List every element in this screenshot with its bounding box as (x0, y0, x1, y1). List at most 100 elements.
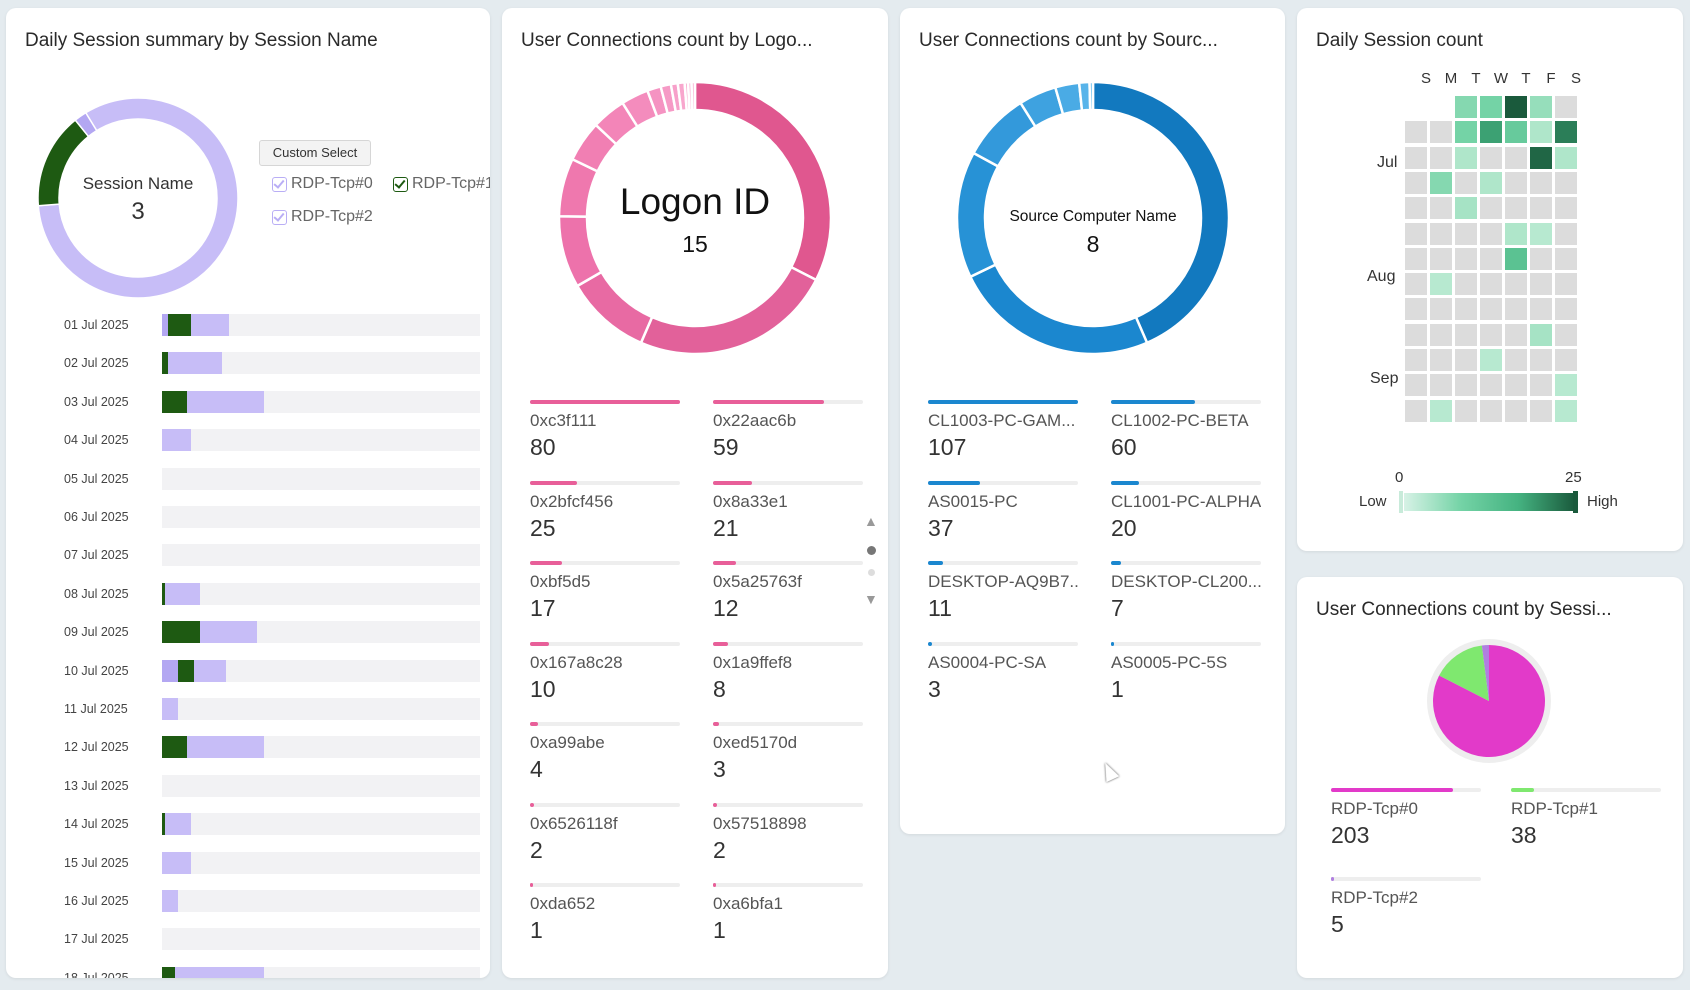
donut-slice[interactable] (575, 270, 654, 345)
bar-seg-rdp-tcp0[interactable] (193, 659, 226, 682)
heatmap-cell[interactable] (1455, 146, 1477, 169)
bar-seg-rdp-tcp1[interactable] (162, 621, 201, 644)
heatmap-cell[interactable] (1405, 323, 1427, 346)
stat-item[interactable]: CL1003-PC-GAM... 107 (928, 400, 1078, 461)
heatmap-cell[interactable] (1430, 374, 1452, 397)
bar-seg-rdp-tcp1[interactable] (177, 659, 194, 682)
daily-bar-row[interactable]: 04 Jul 2025 (6, 429, 486, 452)
heatmap-cell[interactable] (1405, 247, 1427, 270)
custom-select-button[interactable]: Custom Select (259, 140, 371, 166)
heatmap-cell[interactable] (1555, 197, 1577, 220)
bar-seg-rdp-tcp0[interactable] (165, 582, 201, 605)
bar-seg-rdp-tcp0[interactable] (190, 314, 229, 336)
stat-item[interactable]: 0x5a25763f 12 (713, 561, 863, 622)
logon-id-donut[interactable] (555, 78, 835, 358)
heatmap-cell[interactable] (1430, 197, 1452, 220)
session-pie-chart[interactable] (1425, 637, 1553, 765)
stat-item[interactable]: 0xbf5d5 17 (530, 561, 680, 622)
daily-bar-row[interactable]: 02 Jul 2025 (6, 352, 486, 375)
bar-seg-rdp-tcp0[interactable] (162, 851, 191, 874)
bar-seg-rdp-tcp0[interactable] (162, 890, 178, 912)
heatmap-cell[interactable] (1530, 146, 1552, 169)
bar-seg-rdp-tcp2[interactable] (162, 314, 169, 336)
session-name-donut[interactable] (28, 88, 248, 308)
stat-item[interactable]: 0x1a9ffef8 8 (713, 641, 863, 703)
donut-slice[interactable] (639, 265, 818, 356)
daily-bar-row[interactable]: 09 Jul 2025 (6, 621, 486, 644)
source-computer-donut[interactable] (953, 78, 1233, 358)
daily-bar-row[interactable]: 17 Jul 2025 (6, 928, 486, 951)
heatmap-cell[interactable] (1530, 298, 1552, 321)
heatmap-cell[interactable] (1430, 247, 1452, 270)
heatmap-cell[interactable] (1430, 222, 1452, 245)
heatmap-cell[interactable] (1455, 247, 1477, 270)
heatmap-cell[interactable] (1480, 121, 1502, 144)
heatmap-cell[interactable] (1480, 96, 1502, 118)
heatmap-cell[interactable] (1530, 374, 1552, 397)
stat-item[interactable]: 0xc3f111 80 (530, 400, 680, 461)
legend-item-rdp-tcp0[interactable]: RDP-Tcp#0 (272, 175, 373, 193)
heatmap-cell[interactable] (1530, 349, 1552, 371)
heatmap-cell[interactable] (1430, 399, 1452, 422)
daily-bar-row[interactable]: 11 Jul 2025 (6, 698, 486, 720)
bar-seg-rdp-tcp0[interactable] (168, 352, 223, 375)
bar-seg-rdp-tcp1[interactable] (162, 390, 188, 413)
bar-seg-rdp-tcp1[interactable] (162, 966, 175, 978)
daily-bar-row[interactable]: 10 Jul 2025 (6, 659, 486, 682)
stat-item[interactable]: RDP-Tcp#2 5 (1331, 877, 1481, 938)
stat-item[interactable]: AS0015-PC 37 (928, 480, 1078, 542)
heatmap-cell[interactable] (1505, 171, 1527, 194)
page-dot[interactable] (868, 569, 875, 576)
stat-item[interactable]: DESKTOP-AQ9B7... 11 (928, 561, 1078, 622)
heatmap-cell[interactable] (1530, 96, 1552, 118)
heatmap-cell[interactable] (1480, 374, 1502, 397)
legend-item-rdp-tcp1[interactable]: RDP-Tcp#1 (393, 175, 490, 193)
bar-seg-rdp-tcp1[interactable] (162, 582, 166, 605)
bar-seg-rdp-tcp0[interactable] (187, 390, 264, 413)
heatmap-cell[interactable] (1505, 349, 1527, 371)
daily-bar-row[interactable]: 16 Jul 2025 (6, 890, 486, 912)
heatmap-cell[interactable] (1505, 399, 1527, 422)
heatmap-cell[interactable] (1555, 146, 1577, 169)
heatmap-cell[interactable] (1430, 121, 1452, 144)
scale-low-handle[interactable] (1399, 491, 1403, 513)
daily-bar-row[interactable]: 12 Jul 2025 (6, 736, 486, 759)
heatmap-cell[interactable] (1555, 298, 1577, 321)
heatmap-cell[interactable] (1555, 222, 1577, 245)
heatmap-cell[interactable] (1480, 399, 1502, 422)
heatmap-cell[interactable] (1430, 273, 1452, 296)
bar-seg-rdp-tcp0[interactable] (187, 736, 264, 759)
bar-seg-rdp-tcp1[interactable] (162, 352, 169, 375)
donut-slice-rdp-tcp2[interactable] (74, 111, 98, 138)
heatmap-cell[interactable] (1405, 349, 1427, 371)
heatmap-cell[interactable] (1555, 171, 1577, 194)
heatmap-cell[interactable] (1405, 399, 1427, 422)
stat-item[interactable]: 0x6526118f 2 (530, 802, 680, 864)
heatmap-cell[interactable] (1480, 222, 1502, 245)
daily-bar-row[interactable]: 08 Jul 2025 (6, 582, 486, 605)
daily-bar-row[interactable]: 14 Jul 2025 (6, 813, 486, 836)
heatmap-cell[interactable] (1405, 171, 1427, 194)
stat-item[interactable]: 0xa6bfa1 1 (713, 883, 863, 944)
heatmap-cell[interactable] (1480, 323, 1502, 346)
heatmap-cell[interactable] (1480, 247, 1502, 270)
heatmap-cell[interactable] (1505, 323, 1527, 346)
heatmap-cell[interactable] (1455, 121, 1477, 144)
scroll-down-icon[interactable]: ▼ (864, 591, 878, 607)
heatmap-cell[interactable] (1555, 399, 1577, 422)
heatmap-cell[interactable] (1530, 247, 1552, 270)
bar-seg-rdp-tcp1[interactable] (162, 736, 188, 759)
heatmap-cell[interactable] (1430, 349, 1452, 371)
bar-seg-rdp-tcp0[interactable] (162, 698, 178, 720)
bar-seg-rdp-tcp0[interactable] (174, 966, 264, 978)
heatmap-cell[interactable] (1455, 222, 1477, 245)
bar-seg-rdp-tcp0[interactable] (165, 813, 191, 836)
heatmap-cell[interactable] (1480, 146, 1502, 169)
heatmap-cell[interactable] (1430, 171, 1452, 194)
daily-bar-row[interactable]: 15 Jul 2025 (6, 851, 486, 874)
daily-bar-row[interactable]: 07 Jul 2025 (6, 544, 486, 567)
heatmap-cell[interactable] (1455, 349, 1477, 371)
daily-bar-row[interactable]: 18 Jul 2025 (6, 966, 486, 978)
stat-item[interactable]: AS0004-PC-SA 3 (928, 641, 1078, 703)
stat-item[interactable]: 0xed5170d 3 (713, 722, 863, 783)
